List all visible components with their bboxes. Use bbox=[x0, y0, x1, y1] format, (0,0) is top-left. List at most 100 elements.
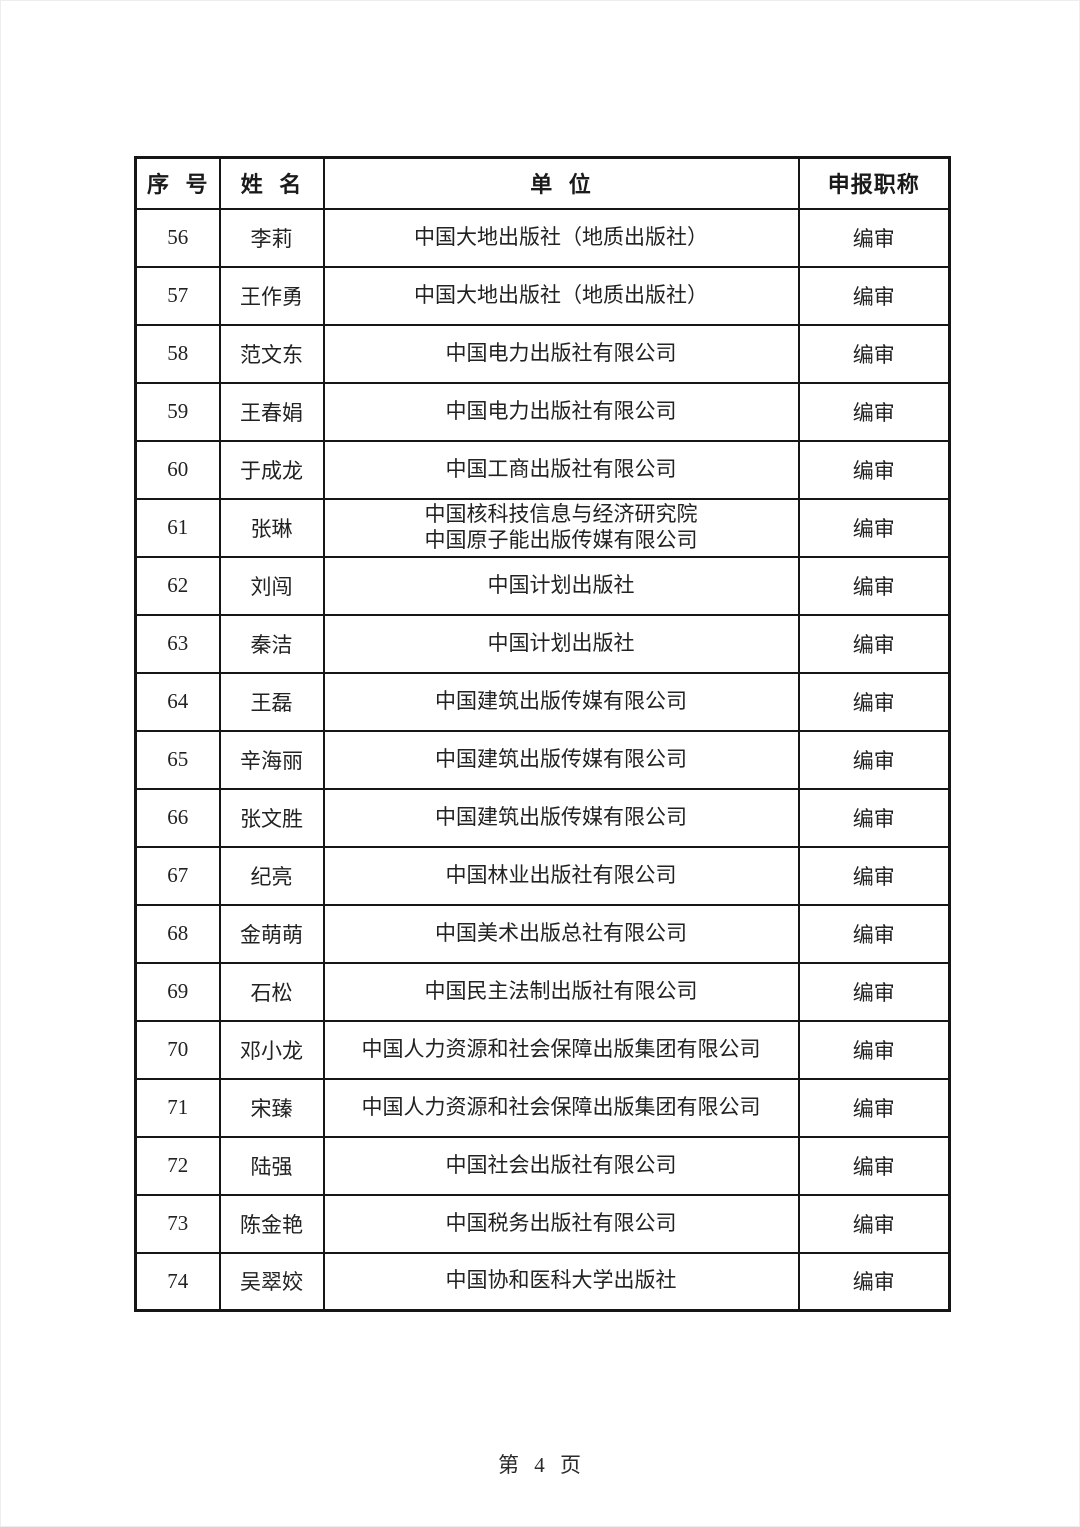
cell-serial-number: 65 bbox=[134, 729, 221, 790]
header-declared-title: 申报职称 bbox=[797, 156, 951, 210]
cell-person-name: 辛海丽 bbox=[218, 729, 325, 790]
cell-person-name: 张琳 bbox=[218, 497, 325, 558]
cell-declared-title: 编审 bbox=[797, 903, 951, 964]
cell-unit: 中国税务出版社有限公司 bbox=[322, 1193, 800, 1254]
table-row: 63 秦洁 中国计划出版社 编审 bbox=[134, 613, 951, 674]
cell-unit: 中国协和医科大学出版社 bbox=[322, 1251, 800, 1312]
cell-person-name: 范文东 bbox=[218, 323, 325, 384]
table-row: 56 李莉 中国大地出版社（地质出版社） 编审 bbox=[134, 207, 951, 268]
cell-declared-title: 编审 bbox=[797, 207, 951, 268]
table-row: 71 宋臻 中国人力资源和社会保障出版集团有限公司 编审 bbox=[134, 1077, 951, 1138]
cell-declared-title: 编审 bbox=[797, 1135, 951, 1196]
cell-unit: 中国工商出版社有限公司 bbox=[322, 439, 800, 500]
table-row: 67 纪亮 中国林业出版社有限公司 编审 bbox=[134, 845, 951, 906]
cell-person-name: 张文胜 bbox=[218, 787, 325, 848]
cell-serial-number: 73 bbox=[134, 1193, 221, 1254]
cell-serial-number: 58 bbox=[134, 323, 221, 384]
cell-unit: 中国建筑出版传媒有限公司 bbox=[322, 671, 800, 732]
header-serial-number: 序 号 bbox=[134, 156, 221, 210]
cell-unit: 中国人力资源和社会保障出版集团有限公司 bbox=[322, 1077, 800, 1138]
cell-serial-number: 59 bbox=[134, 381, 221, 442]
cell-unit: 中国人力资源和社会保障出版集团有限公司 bbox=[322, 1019, 800, 1080]
cell-person-name: 李莉 bbox=[218, 207, 325, 268]
cell-declared-title: 编审 bbox=[797, 323, 951, 384]
cell-person-name: 宋臻 bbox=[218, 1077, 325, 1138]
table-row: 66 张文胜 中国建筑出版传媒有限公司 编审 bbox=[134, 787, 951, 848]
header-name: 姓 名 bbox=[218, 156, 325, 210]
roster-table: 序 号 姓 名 单 位 申报职称 56 李莉 中国大地出版社（地质出版社） 编审… bbox=[134, 156, 951, 1312]
cell-declared-title: 编审 bbox=[797, 265, 951, 326]
table-body: 56 李莉 中国大地出版社（地质出版社） 编审 57 王作勇 中国大地出版社（地… bbox=[134, 207, 951, 1312]
cell-serial-number: 64 bbox=[134, 671, 221, 732]
cell-serial-number: 69 bbox=[134, 961, 221, 1022]
cell-declared-title: 编审 bbox=[797, 613, 951, 674]
cell-unit: 中国电力出版社有限公司 bbox=[322, 323, 800, 384]
cell-unit: 中国大地出版社（地质出版社） bbox=[322, 207, 800, 268]
cell-person-name: 金萌萌 bbox=[218, 903, 325, 964]
table-row: 74 吴翠姣 中国协和医科大学出版社 编审 bbox=[134, 1251, 951, 1312]
cell-serial-number: 72 bbox=[134, 1135, 221, 1196]
cell-person-name: 于成龙 bbox=[218, 439, 325, 500]
cell-declared-title: 编审 bbox=[797, 671, 951, 732]
cell-unit: 中国民主法制出版社有限公司 bbox=[322, 961, 800, 1022]
cell-declared-title: 编审 bbox=[797, 1077, 951, 1138]
cell-declared-title: 编审 bbox=[797, 1019, 951, 1080]
cell-declared-title: 编审 bbox=[797, 1251, 951, 1312]
cell-serial-number: 67 bbox=[134, 845, 221, 906]
cell-person-name: 王磊 bbox=[218, 671, 325, 732]
cell-person-name: 陈金艳 bbox=[218, 1193, 325, 1254]
cell-serial-number: 56 bbox=[134, 207, 221, 268]
table-row: 69 石松 中国民主法制出版社有限公司 编审 bbox=[134, 961, 951, 1022]
cell-serial-number: 71 bbox=[134, 1077, 221, 1138]
cell-serial-number: 60 bbox=[134, 439, 221, 500]
header-unit: 单 位 bbox=[322, 156, 800, 210]
table-row: 61 张琳 中国核科技信息与经济研究院 中国原子能出版传媒有限公司 编审 bbox=[134, 497, 951, 558]
table-row: 57 王作勇 中国大地出版社（地质出版社） 编审 bbox=[134, 265, 951, 326]
cell-declared-title: 编审 bbox=[797, 845, 951, 906]
cell-serial-number: 68 bbox=[134, 903, 221, 964]
table-row: 62 刘闯 中国计划出版社 编审 bbox=[134, 555, 951, 616]
table-row: 59 王春娟 中国电力出版社有限公司 编审 bbox=[134, 381, 951, 442]
table-header: 序 号 姓 名 单 位 申报职称 bbox=[134, 156, 951, 210]
cell-unit: 中国林业出版社有限公司 bbox=[322, 845, 800, 906]
table-row: 60 于成龙 中国工商出版社有限公司 编审 bbox=[134, 439, 951, 500]
cell-serial-number: 57 bbox=[134, 265, 221, 326]
table-row: 65 辛海丽 中国建筑出版传媒有限公司 编审 bbox=[134, 729, 951, 790]
cell-unit: 中国美术出版总社有限公司 bbox=[322, 903, 800, 964]
table-row: 64 王磊 中国建筑出版传媒有限公司 编审 bbox=[134, 671, 951, 732]
cell-serial-number: 62 bbox=[134, 555, 221, 616]
cell-declared-title: 编审 bbox=[797, 555, 951, 616]
cell-serial-number: 66 bbox=[134, 787, 221, 848]
cell-unit: 中国建筑出版传媒有限公司 bbox=[322, 729, 800, 790]
table-row: 72 陆强 中国社会出版社有限公司 编审 bbox=[134, 1135, 951, 1196]
cell-person-name: 陆强 bbox=[218, 1135, 325, 1196]
table-row: 58 范文东 中国电力出版社有限公司 编审 bbox=[134, 323, 951, 384]
cell-person-name: 王作勇 bbox=[218, 265, 325, 326]
header-row: 序 号 姓 名 单 位 申报职称 bbox=[134, 156, 951, 210]
cell-person-name: 邓小龙 bbox=[218, 1019, 325, 1080]
cell-unit: 中国计划出版社 bbox=[322, 555, 800, 616]
cell-unit: 中国计划出版社 bbox=[322, 613, 800, 674]
cell-declared-title: 编审 bbox=[797, 439, 951, 500]
cell-unit: 中国大地出版社（地质出版社） bbox=[322, 265, 800, 326]
table-row: 70 邓小龙 中国人力资源和社会保障出版集团有限公司 编审 bbox=[134, 1019, 951, 1080]
cell-serial-number: 63 bbox=[134, 613, 221, 674]
cell-person-name: 刘闯 bbox=[218, 555, 325, 616]
cell-declared-title: 编审 bbox=[797, 497, 951, 558]
cell-serial-number: 61 bbox=[134, 497, 221, 558]
cell-declared-title: 编审 bbox=[797, 961, 951, 1022]
cell-person-name: 王春娟 bbox=[218, 381, 325, 442]
cell-person-name: 纪亮 bbox=[218, 845, 325, 906]
cell-unit: 中国建筑出版传媒有限公司 bbox=[322, 787, 800, 848]
cell-serial-number: 74 bbox=[134, 1251, 221, 1312]
cell-unit: 中国社会出版社有限公司 bbox=[322, 1135, 800, 1196]
cell-person-name: 吴翠姣 bbox=[218, 1251, 325, 1312]
cell-declared-title: 编审 bbox=[797, 1193, 951, 1254]
cell-serial-number: 70 bbox=[134, 1019, 221, 1080]
cell-declared-title: 编审 bbox=[797, 729, 951, 790]
cell-person-name: 秦洁 bbox=[218, 613, 325, 674]
page-number: 第 4 页 bbox=[498, 1453, 582, 1477]
cell-person-name: 石松 bbox=[218, 961, 325, 1022]
table-row: 73 陈金艳 中国税务出版社有限公司 编审 bbox=[134, 1193, 951, 1254]
